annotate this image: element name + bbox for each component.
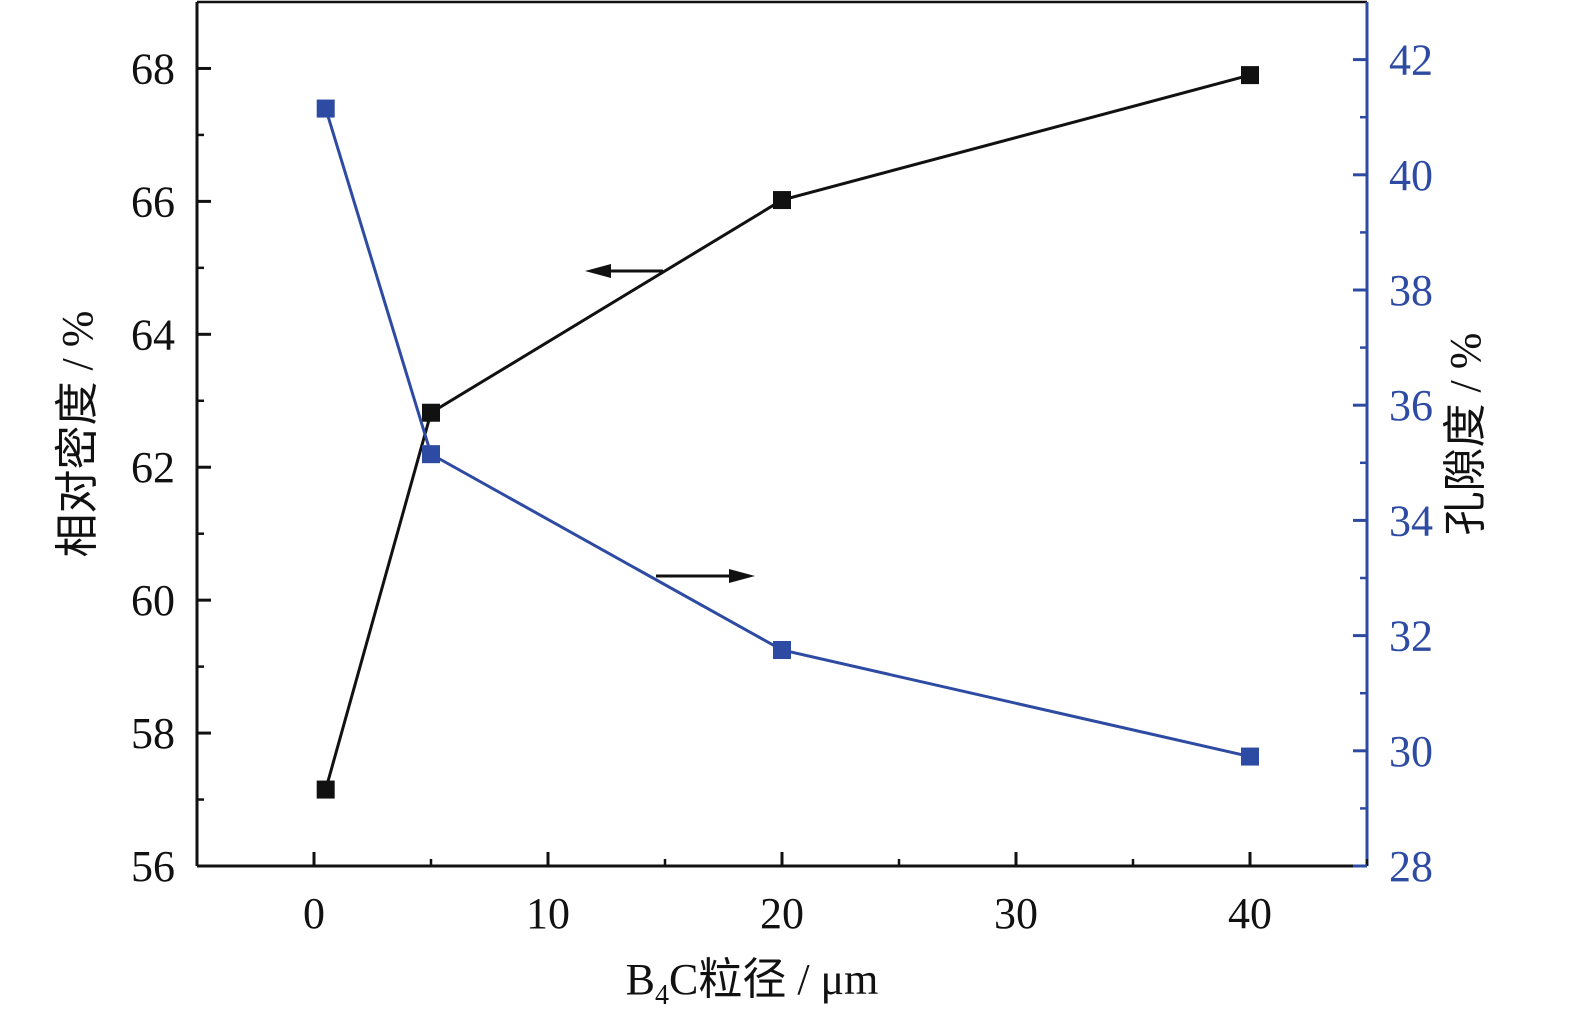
right-y-tick-label: 38 (1389, 266, 1433, 315)
data-point-left (773, 191, 791, 210)
x-axis-title-subscript: 4 (655, 980, 669, 1011)
left-y-tick-label: 64 (131, 310, 175, 359)
series-line-right (324, 108, 1251, 759)
right-y-tick-label: 30 (1389, 727, 1433, 776)
x-tick-label: 30 (994, 889, 1038, 938)
right-y-axis: 28 30 32 34 36 38 40 42 (1353, 36, 1433, 891)
data-point-left (422, 403, 440, 422)
left-y-axis-title: 相对密度 / % (53, 311, 102, 558)
annotation-layer (585, 264, 755, 583)
arrow-right-head (729, 569, 755, 583)
x-axis-title-prefix: B (626, 955, 655, 1004)
right-y-tick-label: 36 (1389, 381, 1433, 430)
right-y-tick-label: 40 (1389, 151, 1433, 200)
left-y-tick-label: 60 (131, 576, 175, 625)
x-tick-label: 40 (1228, 889, 1272, 938)
data-point-right (1241, 747, 1259, 766)
data-point-left (316, 780, 335, 799)
left-y-tick-label: 58 (131, 709, 175, 758)
left-y-axis: 56 58 60 62 64 66 68 (131, 44, 211, 891)
left-y-tick-label: 66 (131, 177, 175, 226)
series-line-left (324, 73, 1251, 790)
right-y-tick-label: 28 (1389, 842, 1433, 891)
x-tick-label: 10 (526, 889, 570, 938)
data-point-right (316, 99, 335, 118)
left-y-tick-label: 62 (131, 443, 175, 492)
x-axis-title: B4C粒径 / μm (626, 955, 879, 1011)
right-y-tick-label: 32 (1389, 612, 1433, 661)
right-y-tick-label: 42 (1389, 36, 1433, 85)
right-y-axis-title: 孔隙度 / % (1441, 333, 1490, 536)
arrow-left-head (585, 264, 611, 278)
data-point-left (1241, 66, 1259, 85)
data-point-right (422, 445, 440, 464)
series-layer (316, 66, 1259, 799)
left-y-tick-label: 56 (131, 842, 175, 891)
left-y-tick-label: 68 (131, 44, 175, 93)
x-axis-title-suffix: C粒径 / μm (669, 955, 878, 1004)
x-tick-label: 0 (303, 889, 325, 938)
right-y-tick-label: 34 (1389, 496, 1433, 545)
x-tick-label: 20 (760, 889, 804, 938)
data-point-right (773, 641, 791, 659)
plot-frame (195, 0, 1369, 868)
